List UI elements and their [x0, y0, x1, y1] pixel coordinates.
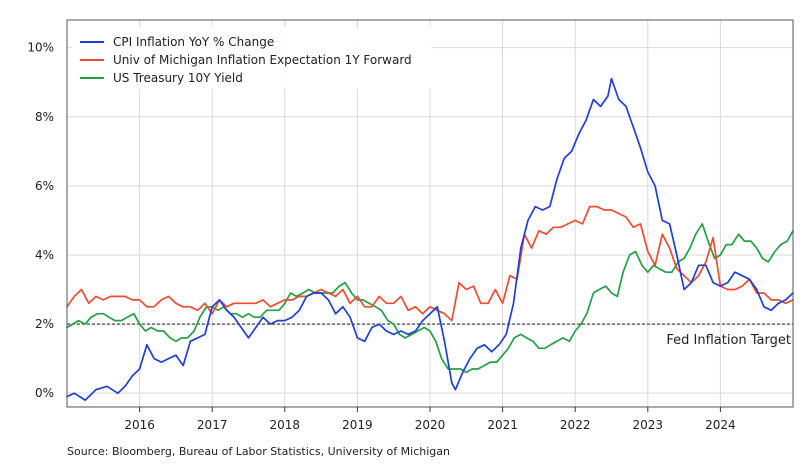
y-tick-label: 0% — [35, 386, 54, 400]
x-axis-ticks: 2016 2017 2018 2019 2020 2021 2022 2023 2024 — [124, 407, 736, 432]
legend-label: Univ of Michigan Inflation Expectation 1… — [113, 53, 412, 67]
x-tick-label: 2019 — [342, 418, 373, 432]
x-tick-label: 2022 — [560, 418, 591, 432]
series-line-1 — [66, 205, 794, 322]
series-line-0 — [66, 77, 794, 401]
legend: CPI Inflation YoY % Change Univ of Michig… — [72, 27, 432, 89]
x-tick-label: 2018 — [270, 418, 301, 432]
x-tick-label: 2016 — [124, 418, 155, 432]
x-tick-label: 2021 — [487, 418, 518, 432]
x-tick-label: 2020 — [415, 418, 446, 432]
legend-label: US Treasury 10Y Yield — [113, 71, 243, 85]
series-group — [66, 77, 794, 401]
x-tick-label: 2023 — [633, 418, 664, 432]
source-note: Source: Bloomberg, Bureau of Labor Stati… — [67, 445, 450, 458]
legend-label: CPI Inflation YoY % Change — [113, 35, 274, 49]
y-tick-label: 10% — [27, 41, 54, 55]
y-tick-label: 8% — [35, 110, 54, 124]
y-tick-label: 6% — [35, 179, 54, 193]
legend-box — [72, 27, 432, 89]
x-tick-label: 2024 — [705, 418, 736, 432]
y-tick-label: 4% — [35, 248, 54, 262]
series-line-2 — [66, 223, 794, 374]
x-tick-label: 2017 — [197, 418, 228, 432]
y-axis-ticks: 0% 2% 4% 6% 8% 10% — [27, 41, 54, 401]
y-tick-label: 2% — [35, 317, 54, 331]
fed-target-label: Fed Inflation Target — [666, 333, 791, 348]
